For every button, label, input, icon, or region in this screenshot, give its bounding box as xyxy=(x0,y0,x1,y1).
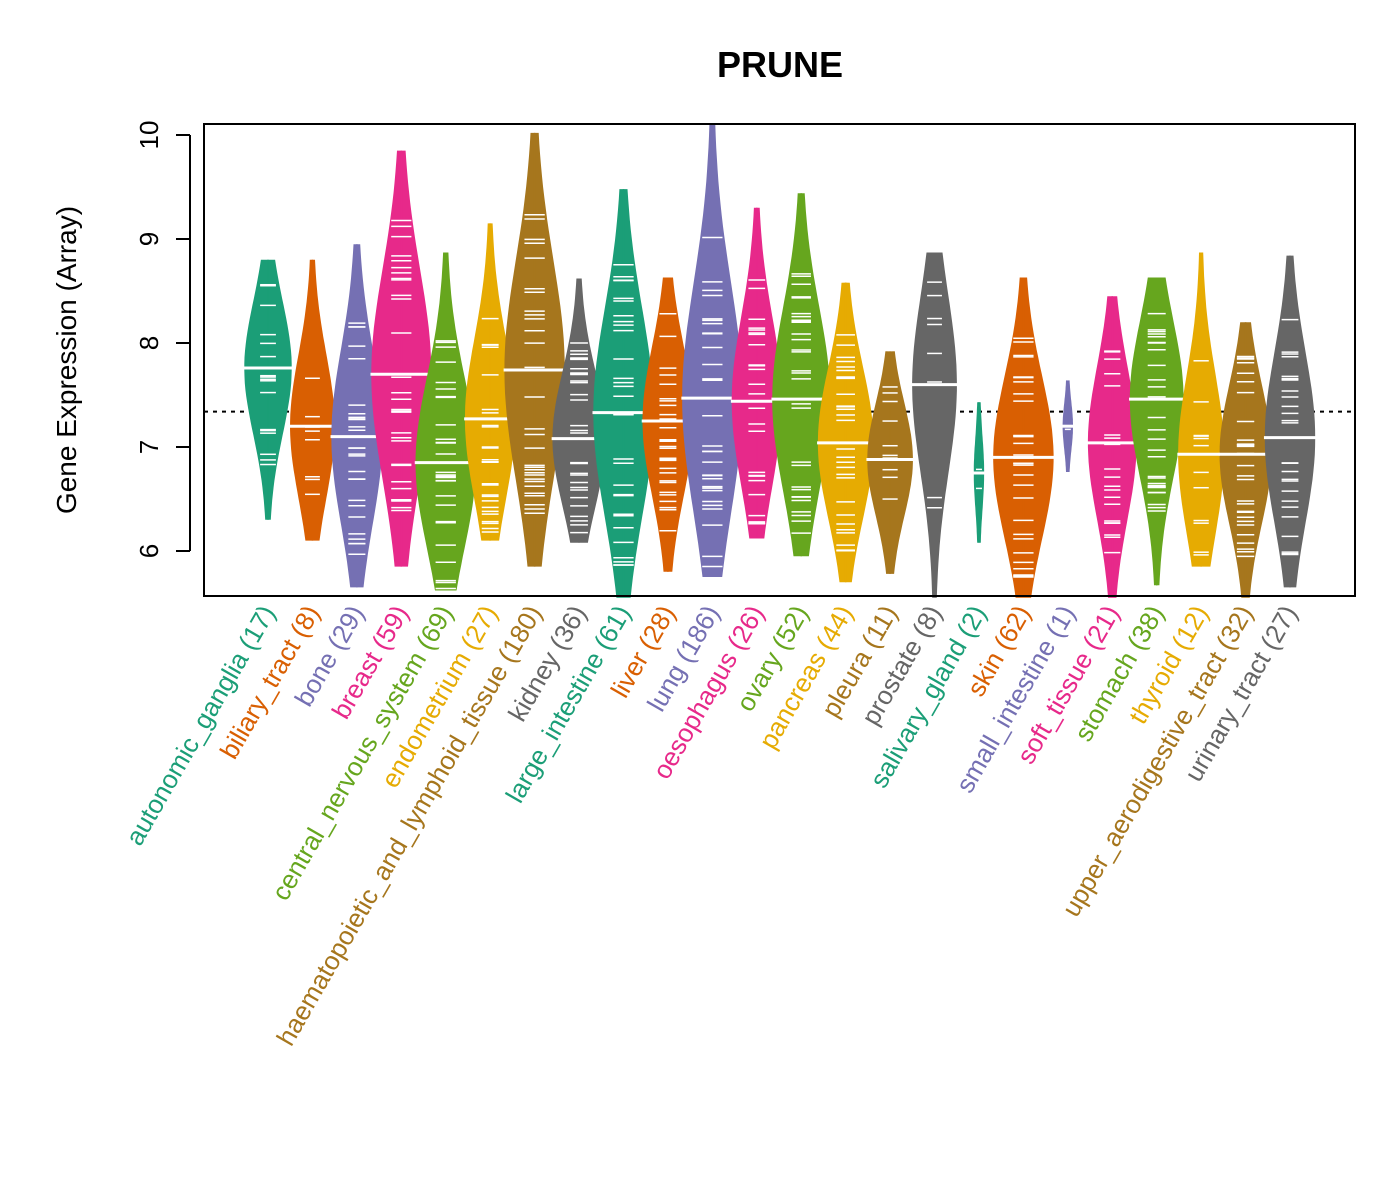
violin-lung xyxy=(681,124,744,577)
y-tick-label: 10 xyxy=(134,121,164,150)
y-axis: 6 7 8 9 10 xyxy=(134,121,191,558)
violin-endometrium xyxy=(464,223,517,541)
violin-liver xyxy=(641,277,695,572)
y-tick-label: 6 xyxy=(134,544,164,558)
violin-salivary_gland xyxy=(972,402,985,543)
violin-pleura xyxy=(866,351,914,574)
y-tick-label: 7 xyxy=(134,440,164,454)
violin-haematopoietic_and_lymphoid_tissue xyxy=(503,132,566,567)
violin-biliary_tract xyxy=(289,259,336,541)
violin-ovary xyxy=(771,193,832,557)
violin-central_nervous_system xyxy=(414,252,477,591)
violin-oesophagus xyxy=(730,207,783,539)
violin-urinary_tract xyxy=(1263,255,1317,588)
violin-skin xyxy=(992,277,1055,598)
y-axis-label: Gene Expression (Array) xyxy=(51,206,82,514)
violins xyxy=(243,124,1317,598)
y-tick-label: 9 xyxy=(134,232,164,246)
violin-soft_tissue xyxy=(1087,296,1138,598)
violin-upper_aerodigestive_tract xyxy=(1218,322,1273,598)
violin-prostate xyxy=(911,252,958,598)
violin-bone xyxy=(330,244,384,588)
violin-small_intestine xyxy=(1061,380,1074,472)
x-axis-labels: autonomic_ganglia (17)biliary_tract (8)b… xyxy=(119,600,1303,1051)
violin-large_intestine xyxy=(592,189,655,598)
plot-frame xyxy=(203,123,1356,597)
violin-autonomic_ganglia xyxy=(243,259,293,520)
violin-pancreas xyxy=(817,282,875,583)
y-tick-label: 8 xyxy=(134,336,164,350)
chart-title: PRUNE xyxy=(717,44,843,85)
violin-thyroid xyxy=(1177,252,1225,567)
violin-stomach xyxy=(1128,277,1185,586)
